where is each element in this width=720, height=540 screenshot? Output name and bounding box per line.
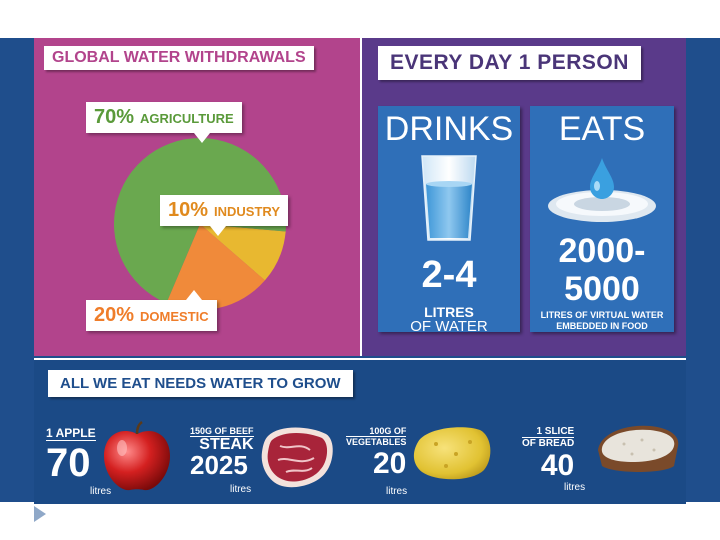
food-item-bread: 1 SLICE OF BREAD 40 litres [522,426,585,493]
callout-industry: 10% INDUSTRY [160,195,288,236]
eats-subtext-2: EMBEDDED IN FOOD [556,321,648,331]
apple-icon [104,420,170,491]
domestic-percent: 20% [94,304,135,326]
agriculture-label: AGRICULTURE [140,111,234,126]
bread-value: 40 [540,449,575,482]
water-to-grow-title: ALL WE EAT NEEDS WATER TO GROW [48,370,353,397]
callout-pointer [186,290,202,300]
eats-value-line2: 5000 [564,270,640,308]
pie-slice-domestic [166,224,265,310]
drinks-card: DRINKS 2-4 LITRES OF WATER [378,106,520,335]
bread-label-2: OF BREAD [522,438,575,449]
callout-pointer [210,226,226,236]
eats-value-line1: 2000- [558,232,646,270]
vegetables-unit: litres [386,486,408,497]
eats-title: EATS [558,110,646,148]
drinks-unit: LITRES [424,304,474,320]
pie-slice-industry [200,224,286,281]
divider [190,436,254,437]
apple-unit: litres [90,486,112,497]
drinks-title: DRINKS [384,110,514,148]
divider [346,436,407,437]
apple-value: 70 [46,441,91,485]
vegetables-label-2: VEGETABLES [346,437,407,447]
food-item-vegetables: 100G OF VEGETABLES 20 litres [346,426,407,497]
callout-domestic: 20% DOMESTIC [86,290,217,331]
industry-label: INDUSTRY [214,204,280,219]
food-item-apple: 1 APPLE 70 litres [46,426,111,497]
steak-value: 2025 [190,450,248,480]
global-withdrawals-panel: GLOBAL WATER WITHDRAWALS 70% AGRICULTURE … [34,38,362,356]
bread-label: 1 SLICE [536,426,575,437]
water-glass-icon [421,155,477,241]
steak-label: 150G OF BEEF [190,426,254,436]
drinks-value: 2-4 [421,254,477,296]
steak-icon [261,427,333,488]
slide-next-arrow-icon[interactable] [33,505,47,523]
steak-unit: litres [230,484,252,495]
plate-drop-icon [548,158,656,222]
water-to-grow-panel: ALL WE EAT NEEDS WATER TO GROW 1 APPLE 7… [34,358,686,504]
infographic-frame: GLOBAL WATER WITHDRAWALS 70% AGRICULTURE … [0,38,720,504]
vegetables-value: 20 [372,447,407,480]
left-border [0,38,34,502]
vegetables-label: 100G OF [369,426,407,436]
callout-agriculture: 70% AGRICULTURE [86,102,242,143]
divider [522,437,575,438]
eats-subtext-1: LITRES OF VIRTUAL WATER [540,310,664,320]
food-item-steak: 150G OF BEEF STEAK 2025 litres [190,426,254,495]
divider [46,440,96,441]
domestic-label: DOMESTIC [140,309,209,324]
global-withdrawals-title: GLOBAL WATER WITHDRAWALS [44,46,314,70]
drinks-subtext: OF WATER [410,318,488,335]
steak-label-2: STEAK [199,436,254,453]
every-day-panel: EVERY DAY 1 PERSON DRINKS 2-4 LITRES OF … [362,38,686,356]
bread-unit: litres [564,482,586,493]
agriculture-percent: 70% [94,106,135,128]
eats-card: EATS 2000- 5000 LITRES OF VIRTUAL WATER … [530,106,674,332]
vegetables-icon [413,427,491,480]
industry-percent: 10% [168,199,209,221]
callout-pointer [194,133,210,143]
right-border [686,38,720,502]
every-day-title: EVERY DAY 1 PERSON [378,46,641,80]
bread-icon [598,425,679,472]
apple-label: 1 APPLE [46,426,96,440]
